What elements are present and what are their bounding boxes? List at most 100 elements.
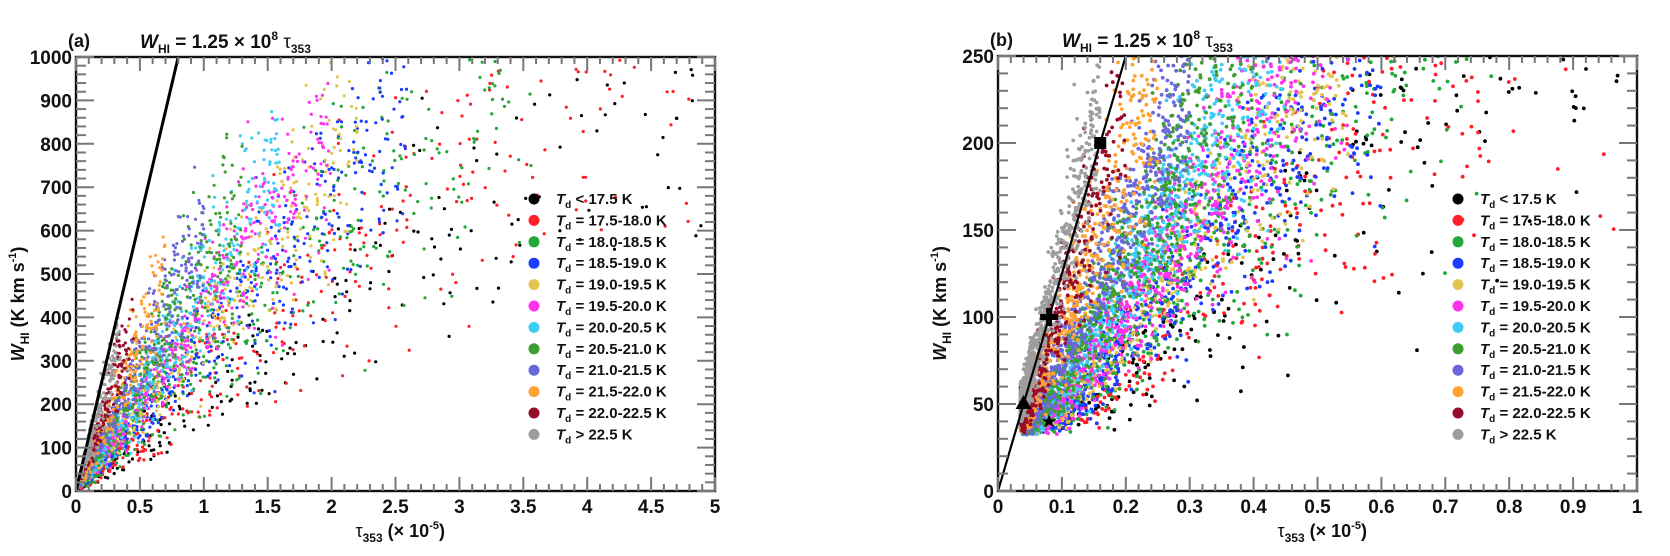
data-point	[162, 353, 166, 357]
data-point	[529, 164, 533, 168]
data-point	[176, 412, 180, 416]
data-point	[183, 355, 187, 359]
data-point	[206, 374, 210, 378]
data-point	[258, 221, 262, 225]
data-point	[228, 275, 232, 279]
data-point	[458, 174, 462, 178]
data-point	[276, 193, 280, 197]
data-point	[245, 267, 249, 271]
data-point	[208, 371, 212, 375]
data-point	[117, 398, 121, 402]
data-point	[191, 276, 195, 280]
data-point	[107, 363, 111, 367]
data-point	[165, 284, 169, 288]
data-point	[216, 300, 220, 304]
data-point	[151, 417, 155, 422]
data-point	[167, 333, 172, 338]
data-point	[370, 159, 374, 163]
data-point	[473, 137, 477, 141]
data-point	[480, 258, 484, 262]
data-point	[166, 342, 170, 346]
data-point	[183, 343, 187, 347]
data-point	[517, 240, 522, 245]
data-point	[262, 189, 266, 194]
data-point	[211, 339, 215, 343]
data-point	[404, 87, 409, 91]
data-point	[131, 406, 135, 410]
data-point	[289, 264, 293, 269]
data-point	[205, 346, 209, 350]
data-point	[276, 165, 280, 169]
data-point	[174, 288, 178, 292]
data-point	[330, 166, 334, 170]
data-point	[253, 299, 257, 303]
data-point	[335, 84, 339, 88]
data-point	[147, 344, 151, 348]
data-point	[278, 299, 282, 303]
data-point	[154, 274, 158, 278]
data-point	[472, 146, 476, 150]
data-point	[211, 240, 215, 244]
data-point	[488, 81, 492, 85]
data-point	[183, 314, 187, 318]
data-point	[295, 159, 299, 164]
data-point	[136, 390, 140, 394]
data-point	[113, 371, 117, 375]
data-point	[120, 418, 124, 422]
data-point	[122, 442, 126, 446]
data-point	[579, 114, 584, 118]
data-point	[478, 48, 481, 51]
data-point	[410, 48, 413, 51]
data-point	[323, 193, 327, 197]
data-point	[299, 388, 303, 393]
data-point	[222, 291, 226, 296]
data-point	[187, 260, 191, 264]
data-point	[219, 291, 223, 295]
data-point	[233, 298, 237, 302]
data-point	[112, 439, 116, 443]
data-point	[125, 393, 129, 397]
data-point	[514, 116, 519, 120]
data-point	[207, 195, 211, 199]
data-point	[230, 337, 234, 341]
data-point	[307, 100, 311, 104]
data-point	[229, 191, 233, 195]
data-point	[256, 219, 261, 223]
data-point	[374, 246, 378, 250]
data-point	[145, 401, 149, 405]
data-point	[93, 480, 97, 484]
data-point	[343, 229, 347, 234]
data-point	[131, 337, 135, 341]
data-point	[304, 83, 308, 87]
data-point	[101, 435, 105, 439]
data-point	[252, 270, 256, 274]
data-point	[291, 159, 295, 163]
data-point	[292, 181, 296, 185]
data-point	[319, 115, 323, 119]
data-point	[209, 287, 213, 291]
data-point	[137, 402, 141, 406]
data-point	[198, 336, 203, 340]
data-point	[189, 246, 193, 250]
data-point	[249, 281, 253, 285]
data-point	[490, 97, 495, 102]
data-point	[239, 259, 243, 263]
data-point	[416, 230, 420, 234]
data-point	[387, 207, 392, 211]
data-point	[327, 231, 331, 235]
data-point	[240, 142, 244, 146]
data-point	[202, 354, 206, 359]
data-point	[364, 120, 368, 124]
data-point	[255, 287, 259, 291]
data-point	[234, 216, 238, 220]
data-point	[319, 131, 323, 135]
data-point	[235, 260, 239, 264]
data-point	[253, 380, 257, 384]
data-point	[507, 213, 511, 217]
data-point	[127, 431, 131, 435]
data-point	[149, 448, 153, 453]
data-point	[261, 206, 265, 210]
data-point	[332, 208, 336, 212]
data-point	[318, 136, 322, 140]
data-point	[165, 356, 169, 360]
